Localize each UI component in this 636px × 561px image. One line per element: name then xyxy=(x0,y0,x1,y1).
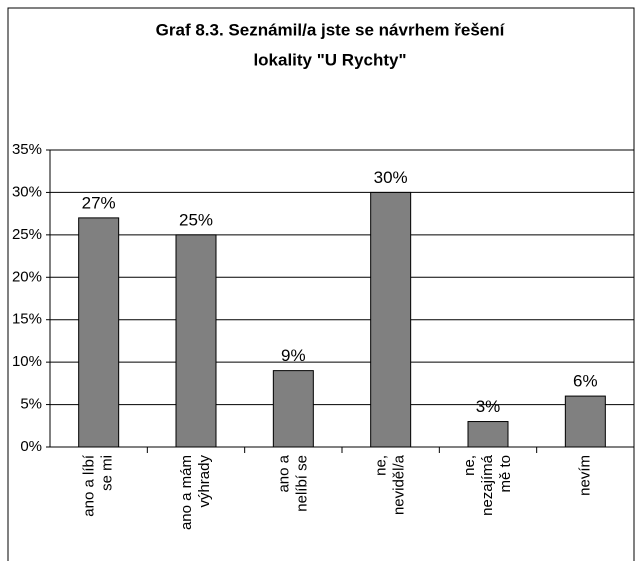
y-tick-label: 35% xyxy=(12,141,42,158)
chart-title: Graf 8.3. Seznámil/a jste se návrhem řeš… xyxy=(156,20,506,39)
y-tick-label: 0% xyxy=(20,438,42,455)
bar xyxy=(78,217,120,448)
y-tick-label: 5% xyxy=(20,396,42,413)
bar xyxy=(467,421,509,448)
x-tick-label: ano a líbíse mi xyxy=(81,454,116,517)
bar xyxy=(175,234,217,448)
y-tick-label: 20% xyxy=(12,268,42,285)
data-label: 30% xyxy=(374,168,408,187)
data-label: 27% xyxy=(82,193,116,212)
y-tick-label: 15% xyxy=(12,311,42,328)
x-tick-label: nevím xyxy=(576,455,593,496)
bar xyxy=(564,395,606,448)
data-label: 9% xyxy=(281,346,306,365)
data-label: 3% xyxy=(476,397,501,416)
bar xyxy=(272,370,314,448)
y-tick-label: 10% xyxy=(12,353,42,370)
x-tick-label: ne,neviděl/a xyxy=(373,454,408,515)
data-label: 25% xyxy=(179,210,213,229)
data-label: 6% xyxy=(573,372,598,391)
chart-title: lokality "U Rychty" xyxy=(253,50,406,69)
y-tick-label: 30% xyxy=(12,183,42,200)
y-tick-label: 25% xyxy=(12,226,42,243)
x-tick-label: ne,nezajímámě to xyxy=(461,454,514,516)
x-tick-label: ano anelíbí se xyxy=(275,454,310,511)
bar xyxy=(370,191,412,448)
x-tick-label: ano a mámvýhrady xyxy=(178,455,213,531)
